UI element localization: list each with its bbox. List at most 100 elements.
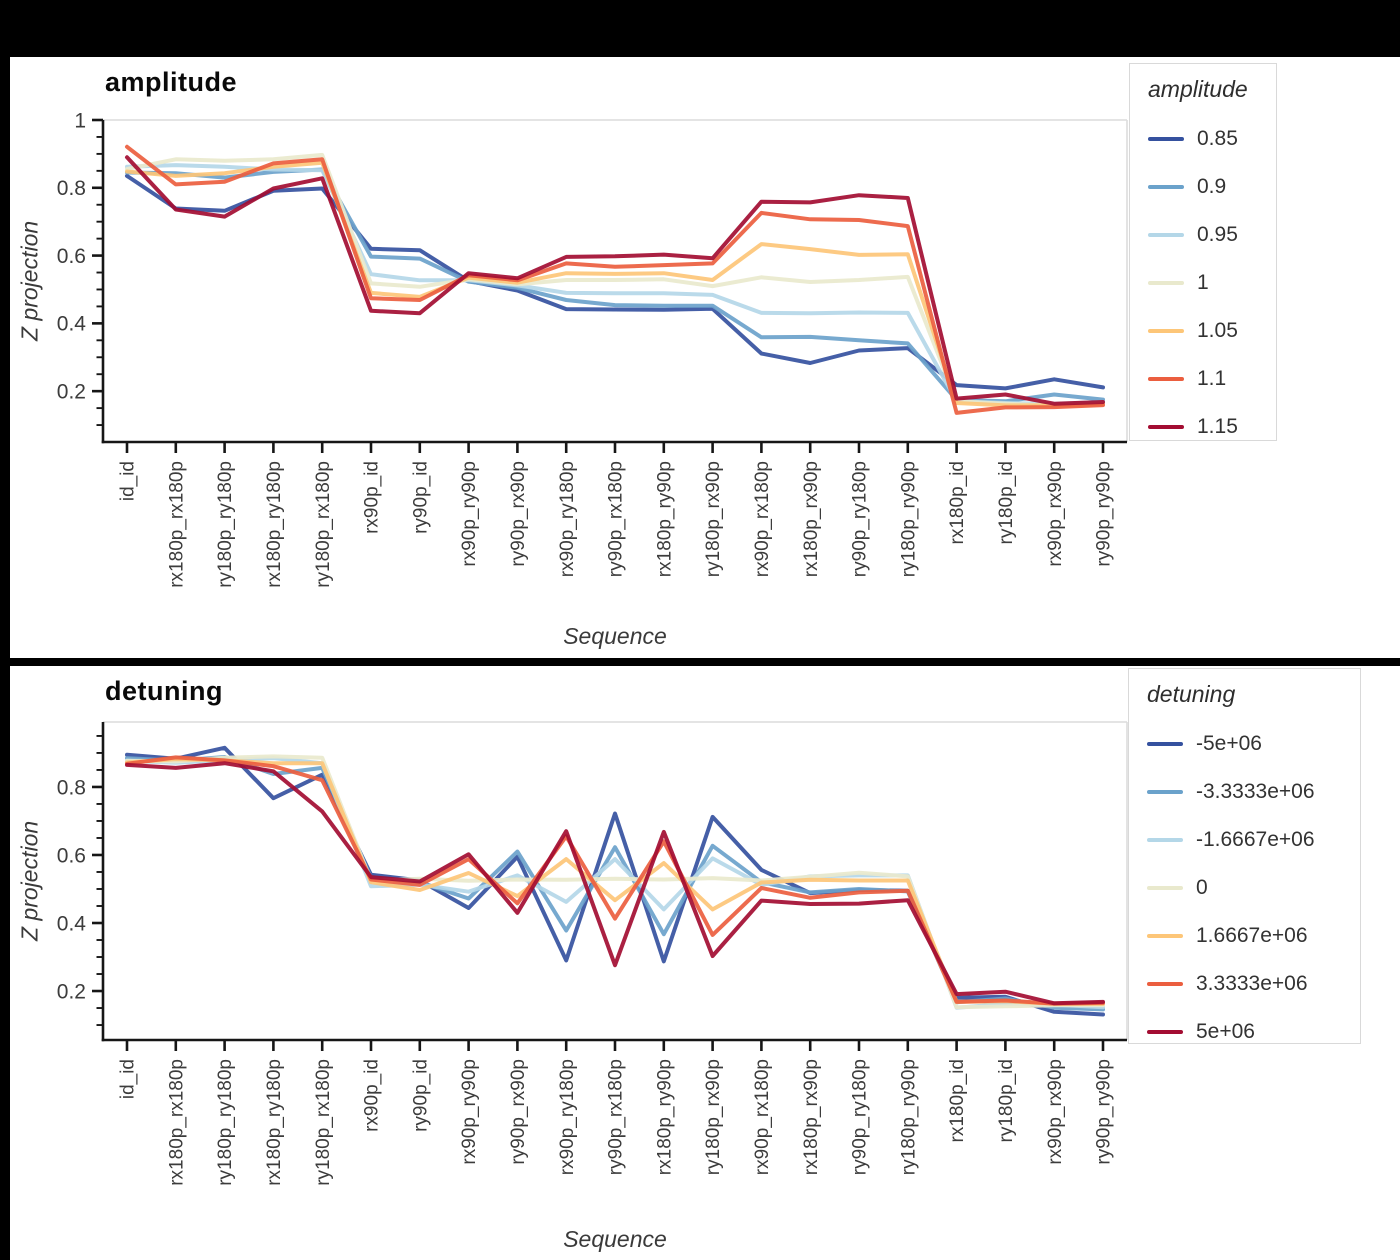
- x-tick-label: rx90p_ry180p: [557, 461, 578, 577]
- legend-entry: -1.6667e+06: [1147, 828, 1360, 852]
- x-tick-label: ry90p_ry180p: [850, 461, 871, 577]
- legend-entry-label: 0: [1196, 876, 1208, 899]
- x-tick-label: rx180p_ry90p: [654, 461, 675, 577]
- legend-line-swatch: [1148, 329, 1184, 333]
- legend-line-swatch: [1147, 742, 1183, 746]
- legend-line-swatch: [1147, 934, 1183, 938]
- detuning-plot-area: 0.2 0.4 0.6 0.8 id_id rx180p_rx180p ry180p_ry1…: [57, 721, 1128, 1186]
- x-tick-label: ry180p_id: [996, 461, 1017, 544]
- series-line-5e+06: [125, 761, 1105, 1006]
- legend-entry: 1.6667e+06: [1147, 924, 1360, 948]
- x-tick-label: rx90p_rx90p: [1045, 461, 1066, 567]
- legend-entry-label: 0.85: [1197, 127, 1238, 150]
- x-tick-label: ry180p_ry180p: [215, 461, 236, 588]
- y-tick-label: 0.2: [57, 381, 86, 404]
- x-tick-label: rx180p_rx90p: [801, 1059, 822, 1175]
- x-tick-label: rx90p_ry90p: [459, 461, 480, 567]
- x-tick-label: rx90p_ry90p: [459, 1059, 480, 1165]
- x-tick-label: ry180p_rx90p: [703, 1059, 724, 1175]
- legend-line-swatch: [1148, 281, 1184, 285]
- legend-entry: 0.9: [1148, 175, 1276, 199]
- series-line--3.3333e+06: [125, 755, 1105, 1012]
- series-line-1.15: [125, 155, 1105, 406]
- legend-line-swatch: [1148, 233, 1184, 237]
- x-tick-label: ry180p_rx90p: [703, 461, 724, 577]
- legend-line-swatch: [1147, 790, 1183, 794]
- series-line-0: [125, 754, 1105, 1010]
- x-tick-label: rx90p_id: [362, 1059, 383, 1132]
- legend-entry-label: 1: [1197, 271, 1209, 294]
- amplitude-figure: amplitude Z projection 0.2 0.4 0.6 0.8 1 id_i…: [10, 57, 1400, 658]
- legend-title-amplitude: amplitude: [1148, 76, 1248, 102]
- legend-line-swatch: [1148, 425, 1184, 429]
- x-tick-label: ry180p_ry90p: [898, 461, 919, 577]
- x-tick-label: rx90p_rx180p: [752, 1059, 773, 1175]
- x-tick-label: ry90p_ry90p: [1094, 461, 1115, 567]
- legend-entry-label: 1.6667e+06: [1196, 924, 1308, 947]
- x-tick-label: ry180p_ry180p: [215, 1059, 236, 1186]
- amplitude-legend: amplitude 0.85 0.9 0.95 1 1.05 1.1 1.15: [1129, 63, 1277, 441]
- legend-entry: 0.95: [1148, 223, 1276, 247]
- x-tick-label: rx180p_id: [947, 1059, 968, 1142]
- detuning-figure: detuning Z projection 0.2 0.4 0.6 0.8 id_id r…: [10, 666, 1400, 1260]
- series-line-1.05: [125, 160, 1105, 408]
- legend-entry: 1.15: [1148, 415, 1276, 439]
- legend-entry: -5e+06: [1147, 732, 1360, 756]
- legend-entry: 3.3333e+06: [1147, 972, 1360, 996]
- x-tick-label: ry90p_rx90p: [508, 461, 529, 567]
- legend-line-swatch: [1148, 377, 1184, 381]
- x-tick-label: rx90p_id: [362, 461, 383, 534]
- x-axis-label-amplitude: Sequence: [563, 623, 667, 649]
- y-tick-label: 0.2: [57, 980, 86, 1003]
- x-tick-label: id_id: [118, 461, 139, 501]
- x-tick-label: rx180p_ry90p: [654, 1059, 675, 1175]
- x-tick-label: ry180p_rx180p: [313, 461, 334, 588]
- x-tick-label: ry180p_ry90p: [898, 1059, 919, 1175]
- legend-entry: 5e+06: [1147, 1020, 1360, 1044]
- x-tick-label: rx90p_ry180p: [557, 1059, 578, 1175]
- y-tick-label: 0.6: [57, 245, 86, 268]
- x-tick-label: ry180p_rx180p: [313, 1059, 334, 1186]
- legend-entry: -3.3333e+06: [1147, 780, 1360, 804]
- legend-entry-label: -3.3333e+06: [1196, 780, 1315, 803]
- legend-entry-label: -1.6667e+06: [1196, 828, 1315, 851]
- chart-title-detuning: detuning: [105, 676, 223, 706]
- y-tick-label: 0.6: [57, 844, 86, 867]
- x-tick-label: ry90p_id: [410, 1059, 431, 1132]
- y-tick-label: 0.8: [57, 776, 86, 799]
- x-tick-label: rx180p_ry180p: [264, 1059, 285, 1186]
- x-tick-label: id_id: [118, 1059, 139, 1099]
- legend-line-swatch: [1147, 982, 1183, 986]
- x-tick-label: rx90p_rx180p: [752, 461, 773, 577]
- x-tick-label: ry90p_id: [410, 461, 431, 534]
- legend-entry-label: 1.05: [1197, 319, 1238, 342]
- legend-entry-label: 3.3333e+06: [1196, 972, 1308, 995]
- x-tick-label: ry90p_rx180p: [606, 1059, 627, 1175]
- series-line-0.95: [125, 163, 1105, 406]
- legend-entry: 0: [1147, 876, 1360, 900]
- x-tick-label: rx180p_id: [947, 461, 968, 544]
- y-tick-label: 0.8: [57, 177, 86, 200]
- series-line-0.9: [125, 167, 1105, 404]
- x-tick-label: rx180p_rx180p: [166, 1059, 187, 1186]
- legend-line-swatch: [1148, 185, 1184, 189]
- legend-entry: 1.05: [1148, 319, 1276, 343]
- x-tick-label: rx180p_rx90p: [801, 461, 822, 577]
- legend-entry-label: 0.95: [1197, 223, 1238, 246]
- legend-entry: 1: [1148, 271, 1276, 295]
- x-tick-label: ry90p_ry180p: [850, 1059, 871, 1175]
- y-tick-label: 0.4: [57, 313, 87, 336]
- legend-line-swatch: [1147, 1030, 1183, 1034]
- series-line-1: [125, 152, 1105, 408]
- y-tick-label: 1: [74, 109, 86, 132]
- legend-line-swatch: [1148, 137, 1184, 141]
- legend-entry-label: 1.15: [1197, 415, 1238, 438]
- legend-entry-label: 0.9: [1197, 175, 1227, 198]
- legend-entry: 0.85: [1148, 127, 1276, 151]
- x-tick-label: ry90p_ry90p: [1094, 1059, 1115, 1165]
- detuning-legend: detuning -5e+06 -3.3333e+06 -1.6667e+06 0 1.…: [1128, 668, 1361, 1044]
- legend-title-detuning: detuning: [1147, 681, 1236, 707]
- x-tick-label: ry180p_id: [996, 1059, 1017, 1142]
- legend-entry-label: 5e+06: [1196, 1020, 1255, 1043]
